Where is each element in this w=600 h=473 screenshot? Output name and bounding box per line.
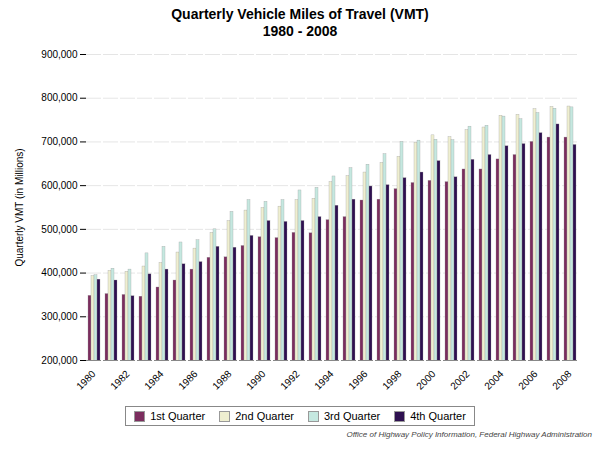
html-text:Office of Highway Policy Infor: Office of Highway Policy Information, Fe… — [346, 430, 592, 439]
html-text:3rd Quarter: 3rd Quarter — [323, 410, 381, 422]
svg-text:1986: 1986 — [176, 368, 200, 392]
svg-text:2006: 2006 — [516, 368, 540, 392]
svg-text:2000: 2000 — [414, 368, 438, 392]
svg-text:1998: 1998 — [380, 368, 404, 392]
svg-text:1996: 1996 — [346, 368, 370, 392]
html-text:1st Quarter: 1st Quarter — [150, 410, 206, 422]
svg-text:1992: 1992 — [278, 368, 302, 392]
svg-text:1990: 1990 — [244, 368, 268, 392]
svg-text:2002: 2002 — [448, 368, 472, 392]
svg-text:900,000: 900,000 — [41, 49, 78, 60]
svg-text:1994: 1994 — [312, 368, 336, 392]
svg-text:700,000: 700,000 — [41, 136, 78, 147]
svg-text:Quarterly VMT (in Millions): Quarterly VMT (in Millions) — [14, 148, 25, 266]
svg-text:800,000: 800,000 — [41, 92, 78, 103]
svg-text:600,000: 600,000 — [41, 180, 78, 191]
html-text:1980 - 2008: 1980 - 2008 — [262, 23, 338, 39]
svg-text:1988: 1988 — [210, 368, 234, 392]
html-text:Quarterly Vehicle Miles of Tra: Quarterly Vehicle Miles of Travel (VMT) — [171, 6, 429, 22]
svg-text:2004: 2004 — [482, 368, 506, 392]
svg-text:300,000: 300,000 — [41, 311, 78, 322]
html-text:4th Quarter: 4th Quarter — [410, 410, 466, 422]
svg-text:400,000: 400,000 — [41, 267, 78, 278]
svg-text:1984: 1984 — [142, 368, 166, 392]
svg-text:1980: 1980 — [74, 368, 98, 392]
svg-text:200,000: 200,000 — [41, 355, 78, 366]
svg-text:500,000: 500,000 — [41, 224, 78, 235]
svg-text:2008: 2008 — [550, 368, 574, 392]
svg-text:1982: 1982 — [108, 368, 132, 392]
html-text:2nd Quarter: 2nd Quarter — [235, 410, 294, 422]
